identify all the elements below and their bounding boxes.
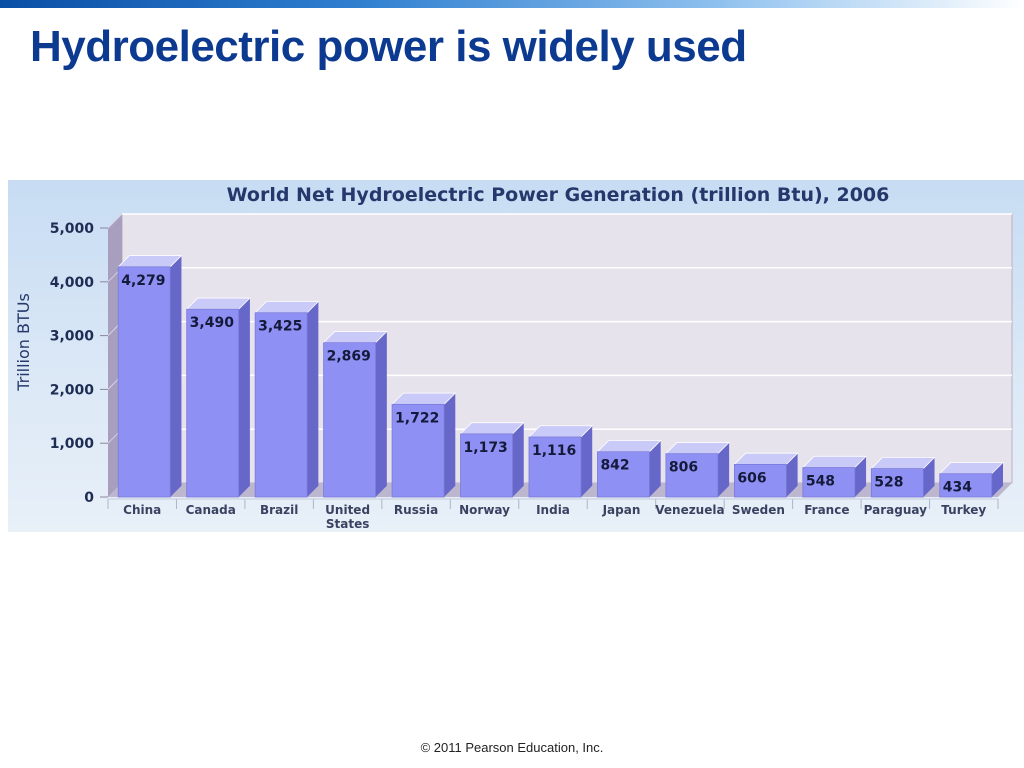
bar bbox=[186, 308, 240, 498]
bar-value-label: 2,869 bbox=[327, 349, 371, 365]
bar-top bbox=[185, 297, 251, 310]
bar-side bbox=[444, 393, 456, 497]
bar-top bbox=[459, 422, 525, 435]
bar-top bbox=[322, 331, 388, 344]
bar-top bbox=[801, 455, 868, 468]
x-tick-label: Canada bbox=[186, 503, 236, 517]
bar-top bbox=[391, 392, 457, 405]
x-tick-label: Paraguay bbox=[864, 503, 927, 517]
bar-value-label: 806 bbox=[669, 460, 698, 476]
x-tick-label: India bbox=[536, 503, 570, 517]
gridline-side bbox=[107, 213, 123, 229]
bar-value-label: 1,722 bbox=[395, 410, 439, 426]
bar bbox=[802, 467, 856, 498]
top-accent-bar bbox=[0, 0, 1024, 8]
bar-side bbox=[307, 301, 319, 497]
bar-side bbox=[786, 453, 798, 497]
y-tick-label: 2,000 bbox=[50, 382, 95, 398]
plot-area: 0 1,000 2,000 3,000 4,000 5,000 4,279 China 3,49… bbox=[50, 213, 1013, 531]
y-tick-label: 5,000 bbox=[50, 221, 95, 237]
y-axis-label: Trillion BTUs bbox=[14, 293, 33, 392]
bar bbox=[665, 453, 719, 498]
bar-side bbox=[375, 331, 387, 497]
x-tick-label: United States bbox=[325, 503, 370, 531]
copyright-footer: © 2011 Pearson Education, Inc. bbox=[420, 740, 604, 755]
chart-title: World Net Hydroelectric Power Generation… bbox=[227, 184, 890, 206]
bar-top bbox=[254, 301, 320, 314]
x-tick-label: Turkey bbox=[941, 503, 986, 517]
bar-value-label: 1,116 bbox=[532, 443, 576, 459]
bar bbox=[391, 403, 445, 498]
bar bbox=[733, 463, 787, 498]
bar-top bbox=[528, 425, 594, 438]
bar bbox=[939, 473, 993, 498]
bar-side bbox=[512, 422, 524, 497]
bar-top bbox=[596, 440, 662, 453]
bar bbox=[460, 433, 513, 498]
bar bbox=[254, 312, 308, 498]
bar-value-label: 606 bbox=[737, 470, 766, 486]
bar-side bbox=[238, 298, 250, 497]
bar-top bbox=[938, 462, 1004, 475]
bar-side bbox=[854, 456, 867, 497]
x-tick-label: Japan bbox=[602, 503, 641, 517]
chart-panel: World Net Hydroelectric Power Generation… bbox=[8, 180, 1024, 532]
bar-top bbox=[870, 456, 936, 469]
y-tick-label: 4,000 bbox=[50, 275, 95, 291]
bar-value-label: 548 bbox=[806, 474, 835, 490]
x-tick-label: Norway bbox=[459, 503, 510, 517]
bar bbox=[870, 468, 924, 498]
y-tick-label: 3,000 bbox=[50, 329, 95, 345]
x-tick-label: China bbox=[123, 503, 161, 517]
bar-value-label: 3,490 bbox=[190, 315, 235, 331]
bar-value-label: 4,279 bbox=[121, 273, 165, 289]
bar-side bbox=[170, 255, 182, 497]
bar bbox=[597, 451, 650, 498]
bar-chart: World Net Hydroelectric Power Generation… bbox=[14, 184, 1013, 531]
y-tick-label: 0 bbox=[84, 490, 94, 506]
bar bbox=[117, 266, 171, 498]
bar bbox=[528, 436, 582, 498]
bar-top bbox=[117, 255, 183, 268]
bar-value-label: 1,173 bbox=[464, 440, 508, 456]
bar-top bbox=[664, 442, 731, 455]
bar-side bbox=[581, 425, 593, 497]
x-tick-label: Russia bbox=[394, 503, 438, 517]
bar-value-label: 528 bbox=[874, 475, 903, 491]
y-tick-label: 1,000 bbox=[50, 436, 95, 452]
bar-value-label: 842 bbox=[600, 458, 629, 474]
bar bbox=[323, 342, 377, 498]
slide-title: Hydroelectric power is widely used bbox=[30, 22, 747, 71]
bar-value-label: 434 bbox=[943, 480, 972, 496]
bar-value-label: 3,425 bbox=[258, 319, 302, 335]
bar-side bbox=[717, 442, 730, 497]
x-tick-label: France bbox=[804, 503, 849, 517]
x-tick-label: Sweden bbox=[732, 503, 785, 517]
bar-side bbox=[649, 440, 661, 497]
x-tick-label: Brazil bbox=[260, 503, 298, 517]
bar-side bbox=[923, 457, 935, 497]
x-tick-label: Venezuela bbox=[655, 503, 724, 517]
bar-top bbox=[733, 452, 799, 465]
